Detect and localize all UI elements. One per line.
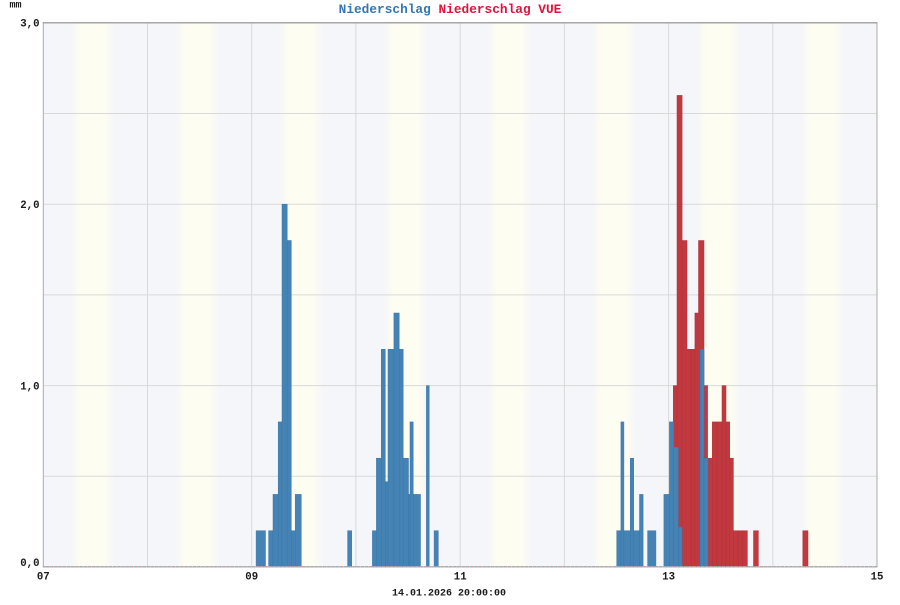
svg-text:07: 07 — [37, 571, 50, 583]
svg-text:1,0: 1,0 — [20, 382, 39, 394]
svg-text:Niederschlag Niederschlag VUE: Niederschlag Niederschlag VUE — [339, 2, 562, 17]
svg-text:0,0: 0,0 — [20, 558, 39, 570]
svg-text:09: 09 — [245, 571, 258, 583]
svg-text:mm: mm — [10, 1, 22, 12]
svg-text:2,0: 2,0 — [20, 200, 39, 212]
svg-text:3,0: 3,0 — [20, 19, 39, 31]
svg-text:11: 11 — [454, 571, 467, 583]
svg-text:15: 15 — [871, 571, 884, 583]
svg-text:14.01.2026 20:00:00: 14.01.2026 20:00:00 — [392, 589, 506, 600]
svg-text:13: 13 — [662, 571, 675, 583]
